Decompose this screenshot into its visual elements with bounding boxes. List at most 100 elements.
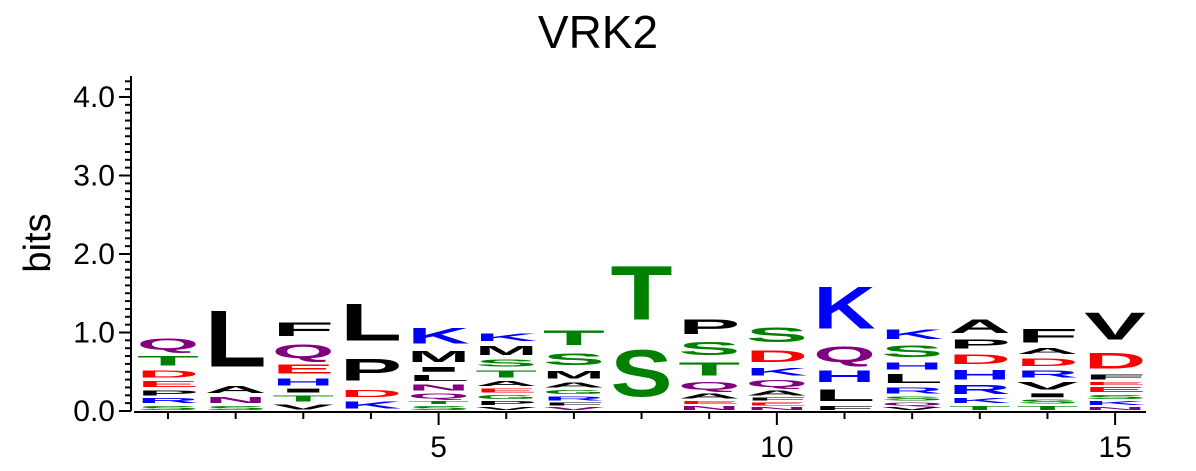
- logo-letter: A: [949, 316, 1011, 338]
- logo-letter: S: [543, 350, 605, 369]
- logo-letter: F: [814, 405, 876, 411]
- logo-letter: K: [408, 323, 470, 348]
- logo-letter: K: [746, 365, 808, 377]
- x-tick-label: 15: [1098, 431, 1131, 464]
- logo-letter: T: [137, 353, 199, 369]
- logo-letter: P: [678, 315, 740, 338]
- logo-letter: Q: [678, 380, 740, 393]
- logo-letter: Q: [881, 402, 943, 407]
- chart-title: VRK2: [538, 6, 658, 58]
- logo-letter: H: [814, 367, 876, 386]
- logo-letter: V: [1016, 379, 1078, 392]
- logo-letter: R: [543, 395, 605, 401]
- logo-letter: D: [340, 387, 402, 399]
- logo-letter: H: [881, 361, 943, 372]
- y-tick-label: 3.0: [73, 160, 115, 193]
- logo-letter: F: [543, 402, 605, 407]
- logo-letter: S: [1016, 398, 1078, 404]
- logo-letter: A: [475, 380, 537, 388]
- logo-letter: E: [475, 387, 537, 393]
- logo-letter: R: [949, 383, 1011, 397]
- logo-letter: E: [272, 362, 334, 376]
- y-tick-label: 4.0: [73, 81, 115, 114]
- letter-stacks: SRPEDTQSNALVTIHEQFKDPLSTQNLIMKVPGEATSMKV…: [137, 250, 1146, 411]
- logo-letter: S: [881, 342, 943, 361]
- logo-letter: P: [949, 337, 1011, 351]
- logo-letter: R: [1016, 369, 1078, 380]
- logo-letter: L: [814, 386, 876, 405]
- y-tick-label: 0.0: [73, 395, 115, 428]
- logo-letter: E: [1084, 386, 1146, 394]
- logo-letter: S: [746, 323, 808, 346]
- logo-letter: F: [1084, 373, 1146, 381]
- logo-letter: F: [746, 397, 808, 402]
- logo-letter: T: [408, 400, 470, 405]
- logo-letter: A: [543, 381, 605, 389]
- logo-letter: T: [949, 405, 1011, 411]
- logo-letter: I: [408, 365, 470, 373]
- logo-letter: A: [1016, 347, 1078, 356]
- logo-letter: F: [272, 319, 334, 341]
- logo-letter: T: [543, 326, 605, 350]
- logo-letter: D: [137, 369, 199, 380]
- logo-letter: K: [814, 274, 876, 341]
- logo-letter: H: [949, 367, 1011, 383]
- logo-letter: E: [678, 400, 740, 405]
- logo-letter: S: [1084, 394, 1146, 400]
- logo-letter: S: [137, 405, 199, 411]
- logo-letter: K: [1084, 400, 1146, 406]
- logo-letter: P: [475, 400, 537, 406]
- logo-letter: G: [475, 394, 537, 400]
- logo-letter: E: [137, 380, 199, 389]
- x-tick-label: 5: [430, 431, 447, 464]
- logo-letter: A: [746, 389, 808, 397]
- logo-letter: A: [678, 392, 740, 400]
- logo-letter: T: [272, 394, 334, 403]
- logo-letter: N: [1084, 406, 1146, 411]
- logo-letter: D: [1084, 348, 1146, 373]
- logo-letter: T: [1016, 405, 1078, 411]
- logo-letter: V: [1084, 305, 1146, 348]
- logo-letter: E: [746, 402, 808, 407]
- logo-letter: V: [881, 406, 943, 411]
- logo-letter: S: [475, 358, 537, 369]
- logo-letter: L: [205, 294, 267, 384]
- logo-letter: A: [205, 384, 267, 395]
- logo-letter: I: [1016, 392, 1078, 398]
- logo-letter: L: [881, 372, 943, 386]
- logo-letter: T: [678, 359, 740, 379]
- logo-letter: Q: [137, 336, 199, 353]
- logo-letter: D: [746, 347, 808, 366]
- logo-letter: Q: [272, 340, 334, 362]
- logo-letter: M: [543, 369, 605, 381]
- logo-letter: P: [340, 352, 402, 387]
- logo-letter: N: [205, 395, 267, 404]
- logo-letter: P: [137, 389, 199, 397]
- logo-letter: K: [881, 326, 943, 342]
- y-axis: 0.0 1.0 2.0 3.0 4.0: [73, 76, 132, 428]
- logo-letter: V: [475, 406, 537, 411]
- logo-letter: D: [949, 351, 1011, 367]
- logo-letter: N: [678, 405, 740, 411]
- logo-letter: R: [881, 386, 943, 395]
- logo-letter: V: [543, 406, 605, 411]
- logo-letter: Q: [746, 378, 808, 389]
- logo-letter: K: [475, 331, 537, 343]
- logo-letter: L: [408, 373, 470, 382]
- logo-letter: F: [1016, 325, 1078, 347]
- logo-letter: Q: [814, 342, 876, 367]
- logo-letter: E: [1084, 381, 1146, 386]
